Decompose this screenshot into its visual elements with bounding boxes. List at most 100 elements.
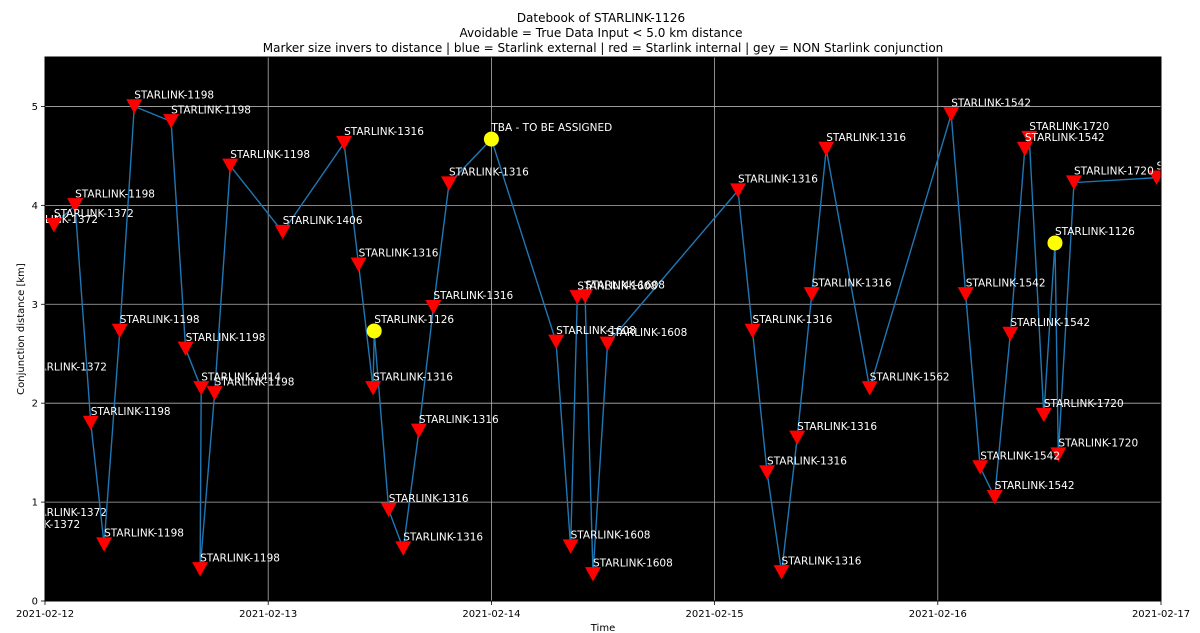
data-point-marker [744,323,761,339]
data-point-label: STARLINK-1608 [556,325,636,337]
data-point-marker [986,489,1003,505]
y-axis-label: Conjunction distance [km] [16,263,27,395]
data-point-label: STARLINK-1608 [607,327,687,339]
y-tick-label: 4 [32,201,38,212]
data-point-marker [861,381,878,396]
data-point-marker [803,287,820,302]
data-point-marker [192,562,209,577]
y-tick-label: 2 [32,399,38,410]
data-point-marker [96,537,113,552]
data-point-marker [163,114,180,129]
data-point-label: STARLINK-1316 [449,167,529,179]
data-point-marker [1035,407,1052,423]
data-point-label: STARLINK-1369 [0,154,31,166]
data-point-label: STARLINK-1720 [1044,398,1124,410]
data-point-marker [380,502,397,518]
y-tick-label: 3 [32,300,38,311]
data-point-marker [440,176,457,191]
data-point-label: STARLINK-1198 [75,188,155,200]
data-point-label: STARLINK-1608 [593,557,673,569]
data-point-label: STARLINK-1316 [373,371,453,383]
data-point-label: STARLINK-1316 [826,132,906,144]
data-point-label: STARLINK-1372 [27,362,107,374]
data-point-label: STARLINK-1316 [797,421,877,433]
data-point-marker [177,341,194,356]
data-point-label: STARLINK-1126 [1055,226,1135,238]
y-tick-label: 1 [32,498,38,509]
data-point-label: STARLINK-1316 [403,532,483,544]
x-axis: 2021-02-12 2021-02-13 2021-02-14 2021-02-15… [16,601,1190,620]
data-point-marker [773,565,790,580]
data-point-label: STARLINK-1720 [1029,121,1109,133]
markers [45,99,1161,582]
data-point-marker [336,135,353,151]
data-point-label: STARLINK-1542 [951,97,1031,109]
data-point-marker [193,381,210,396]
data-point-label: STARLINK-1720 [1058,438,1138,450]
data-point-marker [274,224,291,240]
data-point-label: STARLINK-1198 [186,332,266,344]
x-tick-label: 2021-02-12 [16,609,74,620]
data-point-marker [350,257,367,272]
data-point-marker [1065,175,1082,190]
chart-title: Datebook of STARLINK-1126 [517,11,685,25]
point-labels: STARLINK-1372STARLINK-1198STARLINK-1198S… [54,89,1161,569]
data-point-label: STARLINK-1542 [966,277,1046,289]
chart-subtitle-1: Avoidable = True Data Input < 5.0 km dis… [460,26,743,40]
data-point-label: STARLINK-1608 [577,280,657,292]
data-point-marker [82,415,99,431]
x-tick-label: 2021-02-13 [239,609,297,620]
data-point-label: STARLINK-1414 [201,371,281,383]
data-point-label: STARLINK-1198 [171,104,251,116]
data-point-label: TBA - TO BE ASSIGNED [490,122,612,134]
data-point-label: STARLINK-1316 [359,248,439,260]
data-point-label: STARLINK-1198 [215,376,295,388]
data-point-marker [45,217,62,233]
data-point-marker [1016,141,1033,157]
data-point-label: STARLINK-1542 [1010,317,1090,329]
data-point-marker [222,158,239,173]
plot-area [45,57,1161,601]
data-point-label: STARLINK-1372 [0,519,80,531]
data-point-label: STARLINK-1542 [995,480,1075,492]
data-point-marker [577,289,594,304]
y-tick-label: 0 [32,597,38,608]
data-point-marker [789,430,806,445]
data-point-label: STARLINK-1542 [1025,132,1105,144]
data-point-label: STARLINK-1316 [782,555,862,567]
data-point-label: STARLINK-1198 [120,314,200,326]
data-point-label: STARLINK-1316 [419,414,499,426]
data-point-marker [366,323,382,339]
x-tick-label: 2021-02-16 [909,609,967,620]
data-point-label: STARLINK-1608 [571,530,651,542]
data-point-marker [759,465,776,480]
data-point-label: STARLINK-1316 [344,126,424,138]
data-point-label: STARLINK-1198 [134,89,214,101]
data-point-label: STARLINK-1372 [27,507,107,519]
data-point-label: STARLINK-1316 [738,174,818,186]
data-point-marker [111,323,128,339]
data-point-marker [1021,130,1038,146]
data-point-marker [818,141,835,157]
x-tick-label: 2021-02-15 [686,609,744,620]
data-point-label: STARLINK-1316 [433,290,513,302]
data-point-marker [67,198,84,213]
data-point-marker [972,460,989,475]
data-point-marker [562,539,579,554]
x-tick-label: 2021-02-14 [462,609,520,620]
data-point-label: STARLINK-1316 [753,314,833,326]
chart-subtitle-2: Marker size invers to distance | blue = … [263,41,944,55]
data-point-marker [126,99,143,114]
data-point-marker [206,386,223,401]
data-point-label: STARLINK-1608 [585,279,665,291]
data-point-label: STARLINK-1372 [54,208,134,220]
plot-frame [44,56,1162,602]
data-point-label: STARLINK-1198 [200,552,280,564]
data-point-label: STARLINK-1720 [1074,166,1154,178]
data-point-marker [365,381,382,396]
data-point-marker [730,183,747,198]
data-point-marker [395,541,412,556]
data-point-marker [1148,170,1161,185]
data-point-label: STARLINK-1316 [812,277,892,289]
data-point-marker [943,107,960,122]
